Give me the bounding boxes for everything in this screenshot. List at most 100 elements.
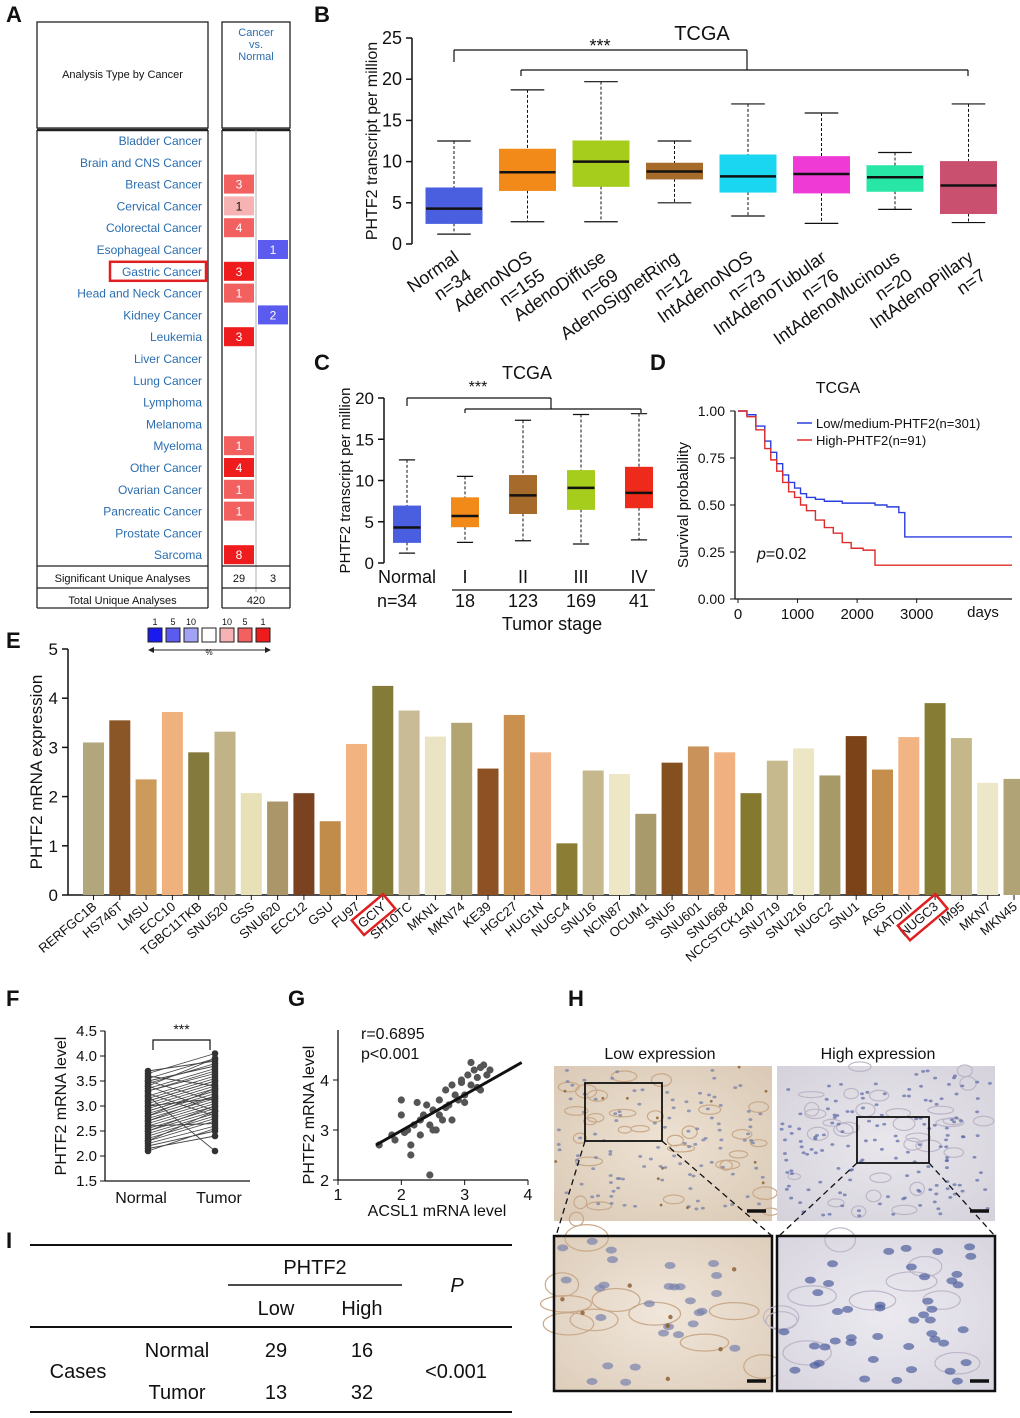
stain-spot [731,1267,737,1272]
pair-line [147,1123,216,1127]
oncomine-legend-swatch [201,627,217,643]
oncomine-total-label: Total Unique Analyses [68,595,177,607]
nucleus [595,1314,607,1322]
bar [503,714,525,895]
nucleus [697,1091,702,1095]
x-category-n: 123 [508,591,538,611]
paired-chart: 1.5 2.0 2.5 3.0 3.5 4.0 4.5 PHTF2 mRNA level ***… [53,1021,250,1207]
oncomine-legend-label: 1 [260,617,265,627]
oncomine-cell-down [258,305,288,325]
nucleus [745,1195,750,1198]
table-cell-high: 16 [351,1340,373,1362]
nucleus [754,1166,759,1170]
y-tick-label: 3.0 [76,1098,97,1115]
tissue-structure [698,1104,722,1115]
nucleus [622,1203,627,1207]
nucleus [789,1366,801,1374]
tissue-structure [787,1172,802,1181]
oncomine-legend-swatch [219,627,235,643]
scatter-point [470,1066,478,1074]
tissue-structure [715,1159,741,1170]
panel-letter-E: E [6,628,21,653]
bar [950,738,972,895]
pair-line [147,1090,216,1112]
nucleus [688,1187,693,1190]
nucleus [895,1139,900,1143]
oncomine-cell-down-value: 1 [270,243,277,257]
histology-panel: Low expression High expression [539,1046,997,1393]
nucleus [934,1102,939,1106]
stain-spot [718,1346,723,1352]
nucleus [833,1099,838,1103]
nucleus [809,1148,814,1151]
stain-spot [761,1181,765,1185]
nucleus [830,1143,835,1146]
box-iqr [572,140,630,187]
box-AdenoDiffuse [572,81,630,223]
highlight-box [896,892,950,942]
nucleus [965,1252,977,1260]
pair-line [147,1105,216,1127]
bar [898,737,920,895]
pair-line [147,1110,216,1132]
x-axis-label: ACSL1 mRNA level [368,1203,507,1220]
oncomine-cancer-label: Myeloma [153,439,202,453]
nucleus [925,1069,930,1073]
nucleus [882,1092,887,1096]
nucleus [960,1359,972,1367]
nucleus [939,1097,944,1101]
zoom-connector [661,1140,773,1237]
nucleus [718,1103,723,1107]
y-tick-label: 3.5 [76,1073,97,1090]
nucleus [730,1172,735,1176]
nucleus [617,1177,622,1180]
bar [740,793,762,895]
y-tick-label: 4 [49,689,58,708]
nucleus [660,1178,665,1182]
y-tick-label: 1.00 [698,403,725,419]
nucleus [607,1256,619,1264]
x-category-n: 34 [397,591,417,611]
y-tick-label: 0.50 [698,497,725,513]
box-iqr [719,154,777,193]
zoom-connector [928,1162,996,1237]
normal-point [144,1077,152,1085]
nucleus [643,1300,655,1308]
nucleus [709,1116,714,1120]
nucleus [958,1119,963,1123]
oncomine-header-right-text: vs. [249,39,263,51]
nucleus [951,1270,963,1278]
oncomine-legend-swatch [165,627,181,643]
nucleus [846,1144,851,1148]
nucleus [658,1329,670,1337]
nucleus [564,1191,569,1195]
oncomine-cancer-label: Head and Neck Cancer [77,287,202,301]
tissue-structure [544,1272,580,1297]
zoom-frame [775,1234,997,1393]
oncomine-cell-up [224,283,254,303]
nucleus [975,1134,980,1138]
nucleus [711,1271,723,1279]
nucleus [693,1142,698,1146]
nucleus [786,1088,791,1091]
nucleus [874,1103,879,1107]
nucleus [932,1247,944,1255]
pair-line [147,1053,216,1074]
chart-title: TCGA [502,363,552,383]
pair-line [147,1080,216,1102]
table-p-value: <0.001 [425,1361,487,1383]
y-tick-label: 0 [365,554,374,573]
oncomine-legend-swatch [183,627,199,643]
nucleus [672,1331,684,1339]
nucleus [730,1203,735,1206]
y-tick-label: 15 [382,110,402,130]
nucleus [914,1072,919,1076]
nucleus [914,1117,919,1121]
tumor-point [211,1102,219,1110]
nucleus [694,1207,699,1211]
tissue-structure [891,1204,918,1216]
sig-stars: *** [173,1021,190,1037]
normal-point [144,1117,152,1125]
